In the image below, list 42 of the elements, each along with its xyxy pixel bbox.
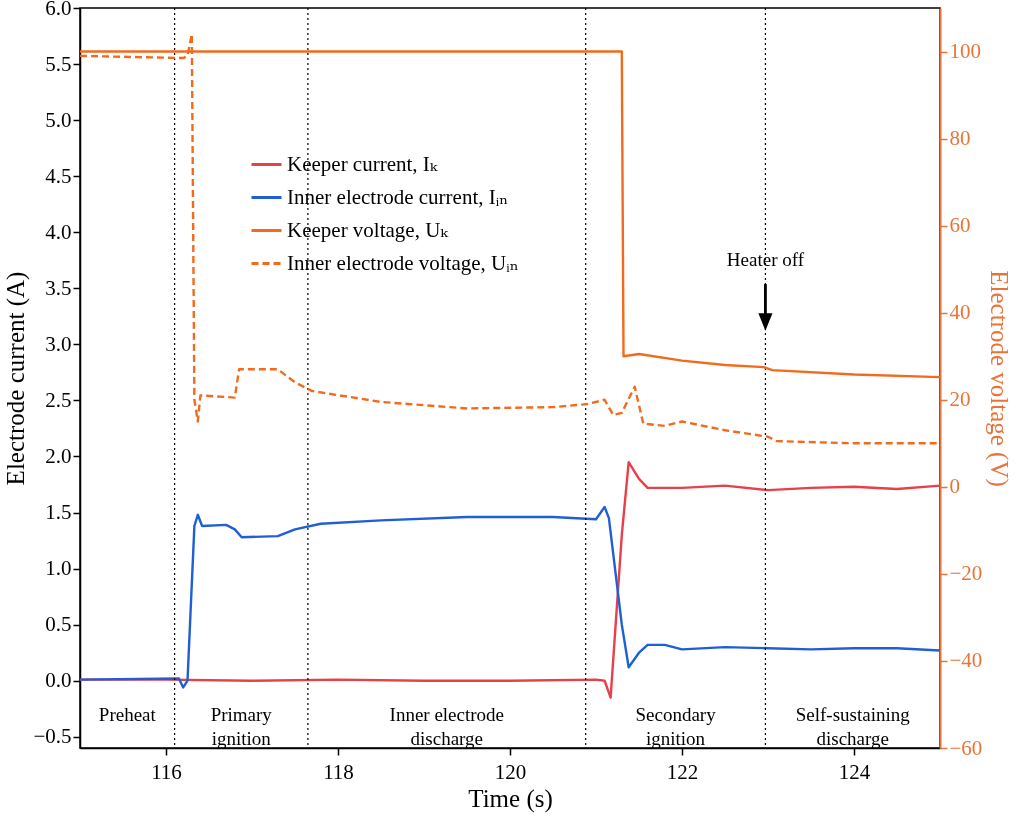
y-axis-title: Electrode current (A) <box>2 271 31 486</box>
y-tick-label: 1.0 <box>45 556 72 581</box>
legend-label: Keeper current, Iₖ <box>287 151 439 176</box>
y-tick-label: 5.0 <box>45 107 72 132</box>
line-series <box>80 505 940 689</box>
y-tick-label: 3.5 <box>45 275 72 300</box>
y-tick-label: 4.5 <box>45 163 72 188</box>
annotation: Preheat <box>98 703 157 725</box>
legend-label: Keeper voltage, Uₖ <box>287 217 450 242</box>
x-tick-label: 120 <box>494 759 527 784</box>
x-tick-label: 116 <box>151 759 182 784</box>
x-tick-label: 124 <box>838 759 871 784</box>
y2-tick-label: 60 <box>949 213 971 238</box>
x-tick-label: 122 <box>666 759 699 784</box>
annotation: Inner electrode discharge <box>389 703 505 749</box>
legend-label: Inner electrode voltage, Uᵢₙ <box>287 250 519 275</box>
y2-tick-label: 0 <box>949 474 960 499</box>
legend-label: Inner electrode current, Iᵢₙ <box>287 184 509 209</box>
y2-tick-label: −40 <box>949 648 983 673</box>
y-tick-label: −0.5 <box>33 724 72 749</box>
x-axis-title: Time (s) <box>468 784 553 813</box>
y2-tick-label: 80 <box>949 126 971 151</box>
y2-tick-label: −60 <box>949 735 983 760</box>
annotation: Heater off <box>726 249 805 271</box>
y-tick-label: 4.0 <box>45 219 72 244</box>
y-tick-label: 1.5 <box>45 500 72 525</box>
y2-tick-label: 100 <box>949 39 981 64</box>
y-tick-label: 0.5 <box>45 612 72 637</box>
y-tick-label: 0.0 <box>45 668 72 693</box>
annotation: Primary ignition <box>210 703 273 749</box>
y-tick-label: 6.0 <box>45 0 72 20</box>
y-tick-label: 2.0 <box>45 443 72 468</box>
x-tick-label: 118 <box>323 759 354 784</box>
y2-axis-title: Electrode voltage (V) <box>985 270 1014 487</box>
y-tick-label: 3.0 <box>45 331 72 356</box>
y-tick-label: 2.5 <box>45 387 72 412</box>
y2-tick-label: −20 <box>949 561 983 586</box>
y-tick-label: 5.5 <box>45 51 72 76</box>
annotation: Secondary ignition <box>635 703 717 749</box>
y2-tick-label: 40 <box>949 300 971 325</box>
annotation: Self-sustaining discharge <box>795 703 911 749</box>
y2-tick-label: 20 <box>949 387 971 412</box>
